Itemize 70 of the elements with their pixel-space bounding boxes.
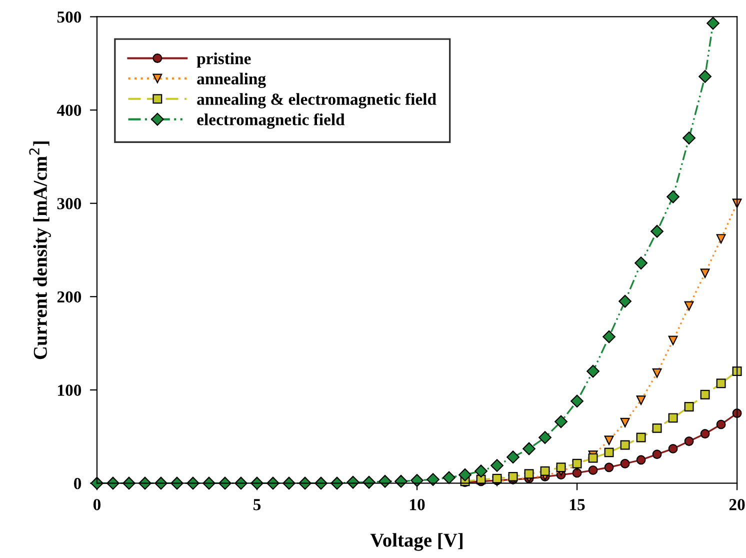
x-axis-title: Voltage [V] bbox=[370, 533, 462, 551]
point bbox=[652, 450, 662, 460]
x-tick-label: 10 bbox=[410, 498, 425, 510]
point bbox=[442, 471, 456, 484]
point bbox=[668, 413, 678, 423]
point bbox=[572, 468, 582, 478]
y-tick-label: 100 bbox=[58, 384, 82, 396]
point bbox=[604, 448, 614, 458]
point bbox=[652, 368, 662, 378]
legend-label: annealing & electromagnetic field bbox=[197, 92, 436, 108]
point bbox=[650, 224, 664, 238]
point bbox=[716, 234, 726, 244]
point bbox=[556, 462, 566, 472]
point bbox=[684, 402, 694, 412]
point bbox=[652, 423, 662, 433]
point bbox=[490, 459, 504, 472]
x-tick-label: 0 bbox=[93, 498, 101, 510]
point bbox=[620, 440, 630, 450]
point bbox=[666, 190, 680, 204]
x-tick-label: 15 bbox=[570, 499, 585, 510]
point bbox=[684, 436, 694, 446]
point bbox=[604, 462, 614, 472]
point bbox=[716, 420, 726, 430]
legend-label: annealing bbox=[197, 72, 266, 88]
y-tick-label: 500 bbox=[57, 11, 82, 23]
point bbox=[634, 256, 648, 270]
point bbox=[698, 70, 712, 83]
point bbox=[700, 429, 710, 438]
point bbox=[538, 431, 552, 444]
point bbox=[716, 378, 726, 388]
point bbox=[524, 469, 534, 479]
point bbox=[636, 395, 646, 405]
x-tick-label: 5 bbox=[253, 499, 261, 510]
y-tick-label: 300 bbox=[57, 198, 82, 210]
point bbox=[508, 472, 518, 482]
point bbox=[732, 366, 742, 376]
y-axis-title: Current density [mA/cm$^{2}$] bbox=[29, 142, 51, 360]
legend-label: pristine bbox=[196, 52, 251, 68]
point bbox=[684, 301, 694, 311]
point bbox=[636, 455, 646, 465]
point bbox=[620, 418, 630, 428]
point bbox=[426, 473, 440, 486]
point bbox=[706, 16, 720, 30]
x-tick-label: 20 bbox=[729, 498, 745, 510]
point bbox=[570, 394, 584, 408]
y-tick-label: 200 bbox=[57, 291, 82, 303]
point bbox=[506, 450, 520, 464]
point bbox=[618, 294, 632, 308]
point bbox=[682, 132, 696, 144]
y-tick-label: 0 bbox=[74, 478, 82, 490]
point bbox=[586, 364, 600, 378]
point bbox=[588, 453, 598, 463]
point bbox=[700, 390, 710, 400]
point bbox=[522, 442, 536, 456]
point bbox=[588, 465, 598, 475]
point bbox=[668, 444, 678, 454]
point bbox=[700, 268, 710, 278]
point bbox=[636, 432, 646, 442]
point bbox=[474, 464, 488, 478]
point bbox=[410, 474, 424, 487]
point bbox=[572, 458, 582, 468]
point bbox=[620, 458, 630, 468]
point bbox=[554, 415, 568, 428]
point bbox=[458, 468, 472, 482]
point bbox=[540, 466, 550, 476]
legend-label: electromagnetic field bbox=[197, 113, 345, 129]
point bbox=[604, 436, 614, 446]
point bbox=[668, 336, 678, 346]
point bbox=[602, 330, 616, 344]
y-tick-label: 400 bbox=[56, 104, 82, 116]
